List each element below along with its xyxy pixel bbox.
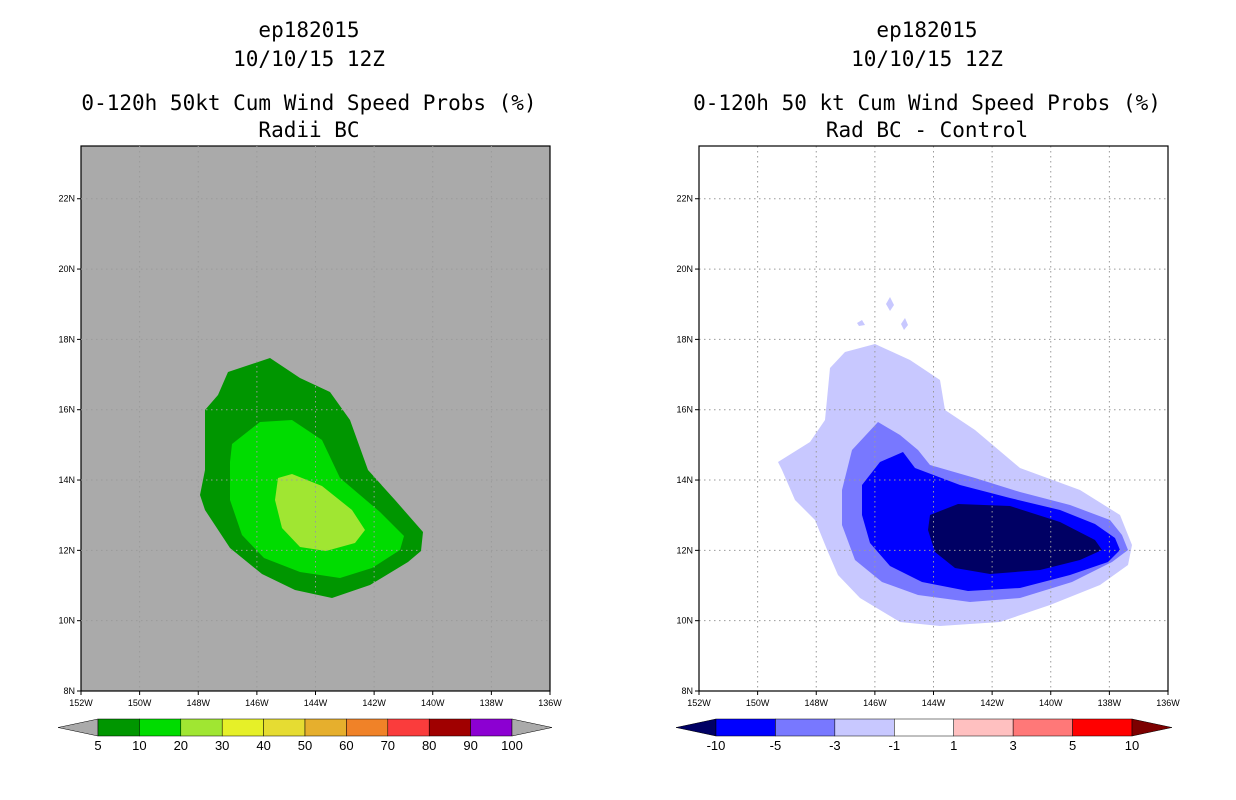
left-colorbar: 5 10 20 30 40 50 60 70 80 90 100	[57, 718, 553, 753]
y-tick-label: 18N	[58, 334, 75, 344]
x-tick-label: 152W	[687, 698, 711, 708]
colorbar-label: 20	[174, 738, 188, 753]
y-tick-label: 14N	[676, 475, 693, 485]
colorbar-label: 3	[1010, 738, 1017, 753]
colorbar-label: 10	[132, 738, 146, 753]
left-storm-id: ep182015	[258, 18, 360, 42]
colorbar-swatch	[1072, 718, 1133, 737]
colorbar-label: -1	[889, 738, 901, 753]
x-tick-label: 150W	[746, 698, 770, 708]
y-tick-label: 10N	[676, 616, 693, 626]
right-contour-minus10	[928, 504, 1102, 574]
y-tick-label: 12N	[58, 545, 75, 555]
y-tick-label: 8N	[63, 686, 75, 696]
y-tick-label: 16N	[676, 405, 693, 415]
y-tick-label: 10N	[58, 616, 75, 626]
right-datetime: 10/10/15 12Z	[851, 47, 1003, 71]
colorbar-label: 70	[381, 738, 395, 753]
right-title-block: ep182015 10/10/15 12Z 0-120h 50 kt Cum W…	[652, 16, 1202, 145]
colorbar-label: 90	[463, 738, 477, 753]
y-tick-label: 22N	[676, 194, 693, 204]
left-datetime: 10/10/15 12Z	[233, 47, 385, 71]
left-product-title: 0-120h 50kt Cum Wind Speed Probs (%)	[81, 91, 537, 115]
x-tick-label: 150W	[128, 698, 152, 708]
colorbar-label: 1	[950, 738, 957, 753]
colorbar-label: 60	[339, 738, 353, 753]
y-tick-label: 18N	[676, 334, 693, 344]
colorbar-label: 40	[256, 738, 270, 753]
right-product-title: 0-120h 50 kt Cum Wind Speed Probs (%)	[693, 91, 1161, 115]
colorbar-label: 30	[215, 738, 229, 753]
colorbar-label: 10	[1125, 738, 1139, 753]
right-colorbar: -10 -5 -3 -1 1 3 5 10	[675, 718, 1173, 753]
right-grid	[699, 146, 1168, 691]
left-axis: 152W 150W 148W 146W 144W 142W 140W 138W 136W 8N 10…	[58, 194, 562, 708]
colorbar-label: 5	[1069, 738, 1076, 753]
right-contour-minus1-island1	[886, 297, 894, 311]
x-tick-label: 138W	[480, 698, 504, 708]
colorbar-swatch	[894, 718, 954, 737]
right-contour-minus1-island3	[857, 320, 865, 326]
colorbar-label: 5	[94, 738, 101, 753]
colorbar-low-arrow	[675, 718, 717, 737]
x-tick-label: 138W	[1098, 698, 1122, 708]
x-tick-label: 142W	[980, 698, 1004, 708]
right-contour-minus1-island2	[901, 318, 908, 330]
colorbar-label: 80	[422, 738, 436, 753]
x-tick-label: 140W	[1039, 698, 1063, 708]
colorbar-label: -10	[707, 738, 726, 753]
left-grid	[81, 146, 550, 691]
colorbar-high-arrow	[511, 718, 553, 737]
x-tick-label: 144W	[304, 698, 328, 708]
left-contour-20	[275, 474, 365, 551]
colorbar-swatch	[1012, 718, 1073, 737]
y-tick-label: 22N	[58, 194, 75, 204]
colorbar-label: -5	[770, 738, 782, 753]
right-subtitle: Rad BC - Control	[825, 118, 1029, 142]
right-axis: 152W 150W 148W 146W 144W 142W 140W 138W 136W 8N 10…	[676, 194, 1180, 708]
y-tick-label: 20N	[58, 264, 75, 274]
left-title-block: ep182015 10/10/15 12Z 0-120h 50kt Cum Wi…	[34, 16, 584, 145]
y-tick-label: 16N	[58, 405, 75, 415]
y-tick-label: 12N	[676, 545, 693, 555]
x-tick-label: 148W	[804, 698, 828, 708]
colorbar-label: 50	[298, 738, 312, 753]
x-tick-label: 136W	[1156, 698, 1180, 708]
colorbar-swatch	[775, 718, 836, 737]
right-storm-id: ep182015	[876, 18, 978, 42]
colorbar-label: -3	[829, 738, 841, 753]
colorbar-swatch	[715, 718, 776, 737]
right-contours	[778, 297, 1132, 626]
y-tick-label: 8N	[681, 686, 693, 696]
y-tick-label: 20N	[676, 264, 693, 274]
colorbar-label: 100	[501, 738, 523, 753]
left-contours	[200, 358, 423, 598]
colorbar-swatch	[953, 718, 1014, 737]
x-tick-label: 136W	[538, 698, 562, 708]
x-tick-label: 146W	[863, 698, 887, 708]
x-tick-label: 152W	[69, 698, 93, 708]
x-tick-label: 144W	[922, 698, 946, 708]
x-tick-label: 142W	[362, 698, 386, 708]
colorbar-swatch	[834, 718, 895, 737]
x-tick-label: 146W	[245, 698, 269, 708]
x-tick-label: 140W	[421, 698, 445, 708]
left-subtitle: Radii BC	[258, 118, 360, 142]
y-tick-label: 14N	[58, 475, 75, 485]
x-tick-label: 148W	[186, 698, 210, 708]
colorbar-high-arrow	[1131, 718, 1173, 737]
